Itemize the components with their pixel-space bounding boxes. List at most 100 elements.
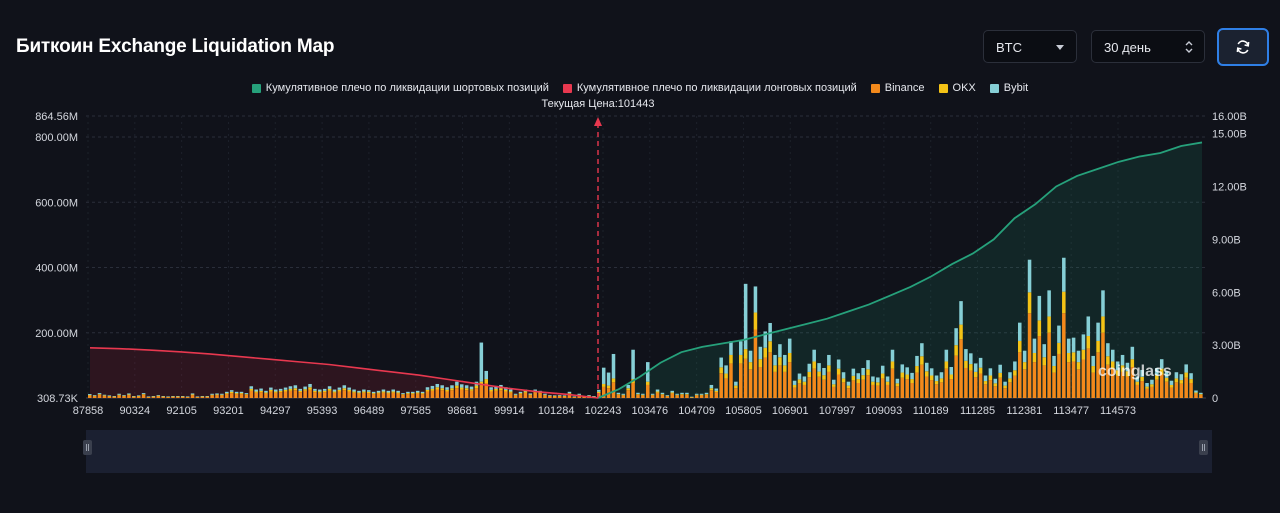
bar-okx xyxy=(171,396,175,397)
bar-binance xyxy=(362,392,366,398)
bar-bybit xyxy=(900,364,905,373)
bar-binance xyxy=(337,391,342,398)
bar-okx xyxy=(655,391,660,393)
bar-binance xyxy=(1037,336,1042,398)
coinglass-watermark: coinglass xyxy=(1098,363,1172,380)
legend-item-okx[interactable]: OKX xyxy=(938,82,976,94)
bar-binance xyxy=(1179,383,1184,398)
chevron-down-icon xyxy=(1056,45,1064,50)
bar-okx xyxy=(499,388,503,391)
period-select[interactable]: 30 день xyxy=(1091,30,1205,63)
bar-binance xyxy=(322,392,327,398)
bar-binance xyxy=(469,390,474,398)
x-tick-label: 110189 xyxy=(913,405,949,417)
legend-label: Кумулятивное плечо по ликвидации лонговы… xyxy=(576,82,857,94)
bar-okx xyxy=(592,396,596,397)
bar-okx xyxy=(548,395,552,397)
bar-bybit xyxy=(1076,350,1081,363)
bar-binance xyxy=(151,396,156,398)
bar-binance xyxy=(288,390,293,398)
bar-bybit xyxy=(743,283,748,350)
bar-bybit xyxy=(1042,344,1046,358)
x-tick-label: 95393 xyxy=(307,405,338,417)
bar-okx xyxy=(724,373,728,379)
bar-binance xyxy=(787,362,792,398)
bar-okx xyxy=(406,393,410,395)
bar-okx xyxy=(269,389,273,392)
legend-item-binance[interactable]: Binance xyxy=(870,82,925,94)
bar-bybit xyxy=(288,386,293,389)
bar-okx xyxy=(513,394,518,396)
bar-binance xyxy=(484,382,488,398)
bar-bybit xyxy=(1169,380,1174,385)
bar-okx xyxy=(905,374,909,380)
bar-okx xyxy=(455,385,459,389)
bar-binance xyxy=(866,375,870,398)
legend-swatch xyxy=(562,83,572,93)
bar-bybit xyxy=(690,396,694,398)
bar-bybit xyxy=(895,378,900,384)
bar-okx xyxy=(146,396,151,398)
bar-okx xyxy=(489,389,493,392)
zoom-handle-left[interactable] xyxy=(83,440,92,455)
bar-okx xyxy=(254,391,258,393)
legend-item-bybit[interactable]: Bybit xyxy=(989,82,1028,94)
bar-bybit xyxy=(822,367,826,376)
bar-binance xyxy=(166,397,170,398)
bar-bybit xyxy=(597,389,601,392)
zoom-slider-track[interactable] xyxy=(86,430,1212,473)
bar-bybit xyxy=(601,367,606,384)
short-cumulative-area xyxy=(598,142,1202,398)
bar-binance xyxy=(690,397,694,398)
bar-binance xyxy=(220,395,224,398)
bar-binance xyxy=(758,367,763,398)
bar-binance xyxy=(234,394,239,398)
legend-item-long-cumulative[interactable]: Кумулятивное плечо по ликвидации лонговы… xyxy=(562,82,857,94)
bar-binance xyxy=(988,380,993,398)
y-left-tick-label: 308.73K xyxy=(37,393,79,405)
bar-binance xyxy=(347,391,351,398)
refresh-button[interactable] xyxy=(1217,28,1269,66)
bar-okx xyxy=(646,381,650,385)
bar-okx xyxy=(866,369,870,376)
bar-okx xyxy=(117,394,121,396)
bar-okx xyxy=(797,379,802,384)
bar-okx xyxy=(856,379,860,383)
bar-bybit xyxy=(156,395,161,396)
bar-okx xyxy=(827,365,831,372)
legend-item-short-cumulative[interactable]: Кумулятивное плечо по ликвидации шортовы… xyxy=(251,82,549,94)
bar-binance xyxy=(259,392,263,398)
bar-binance xyxy=(161,396,165,398)
bar-okx xyxy=(460,387,464,390)
bar-okx xyxy=(528,394,533,396)
x-tick-label: 103476 xyxy=(631,405,668,417)
bar-binance xyxy=(763,357,767,398)
refresh-icon xyxy=(1236,40,1250,54)
bar-binance xyxy=(411,394,415,398)
bar-bybit xyxy=(479,342,484,382)
y-right-tick-label: 12.00B xyxy=(1212,182,1247,194)
bar-bybit xyxy=(1199,392,1203,395)
bar-okx xyxy=(1096,340,1100,353)
page-title: Биткоин Exchange Liquidation Map xyxy=(16,36,335,57)
x-tick-label: 104709 xyxy=(678,405,715,417)
bar-okx xyxy=(210,394,214,396)
bar-binance xyxy=(836,374,841,398)
legend-label: Binance xyxy=(884,82,925,94)
bar-okx xyxy=(445,389,449,392)
bar-binance xyxy=(934,384,939,398)
bar-okx xyxy=(156,395,161,397)
bar-binance xyxy=(841,382,846,398)
bar-binance xyxy=(631,382,635,398)
bar-okx xyxy=(606,385,611,389)
bar-okx xyxy=(1081,349,1086,360)
bar-bybit xyxy=(1091,355,1095,367)
bar-okx xyxy=(342,388,347,391)
bar-okx xyxy=(900,372,905,378)
bar-bybit xyxy=(577,393,581,395)
zoom-handle-right[interactable] xyxy=(1199,440,1208,455)
bar-bybit xyxy=(773,354,777,366)
bar-okx xyxy=(778,357,782,366)
bar-binance xyxy=(543,395,547,398)
coin-select[interactable]: BTC xyxy=(983,30,1077,63)
